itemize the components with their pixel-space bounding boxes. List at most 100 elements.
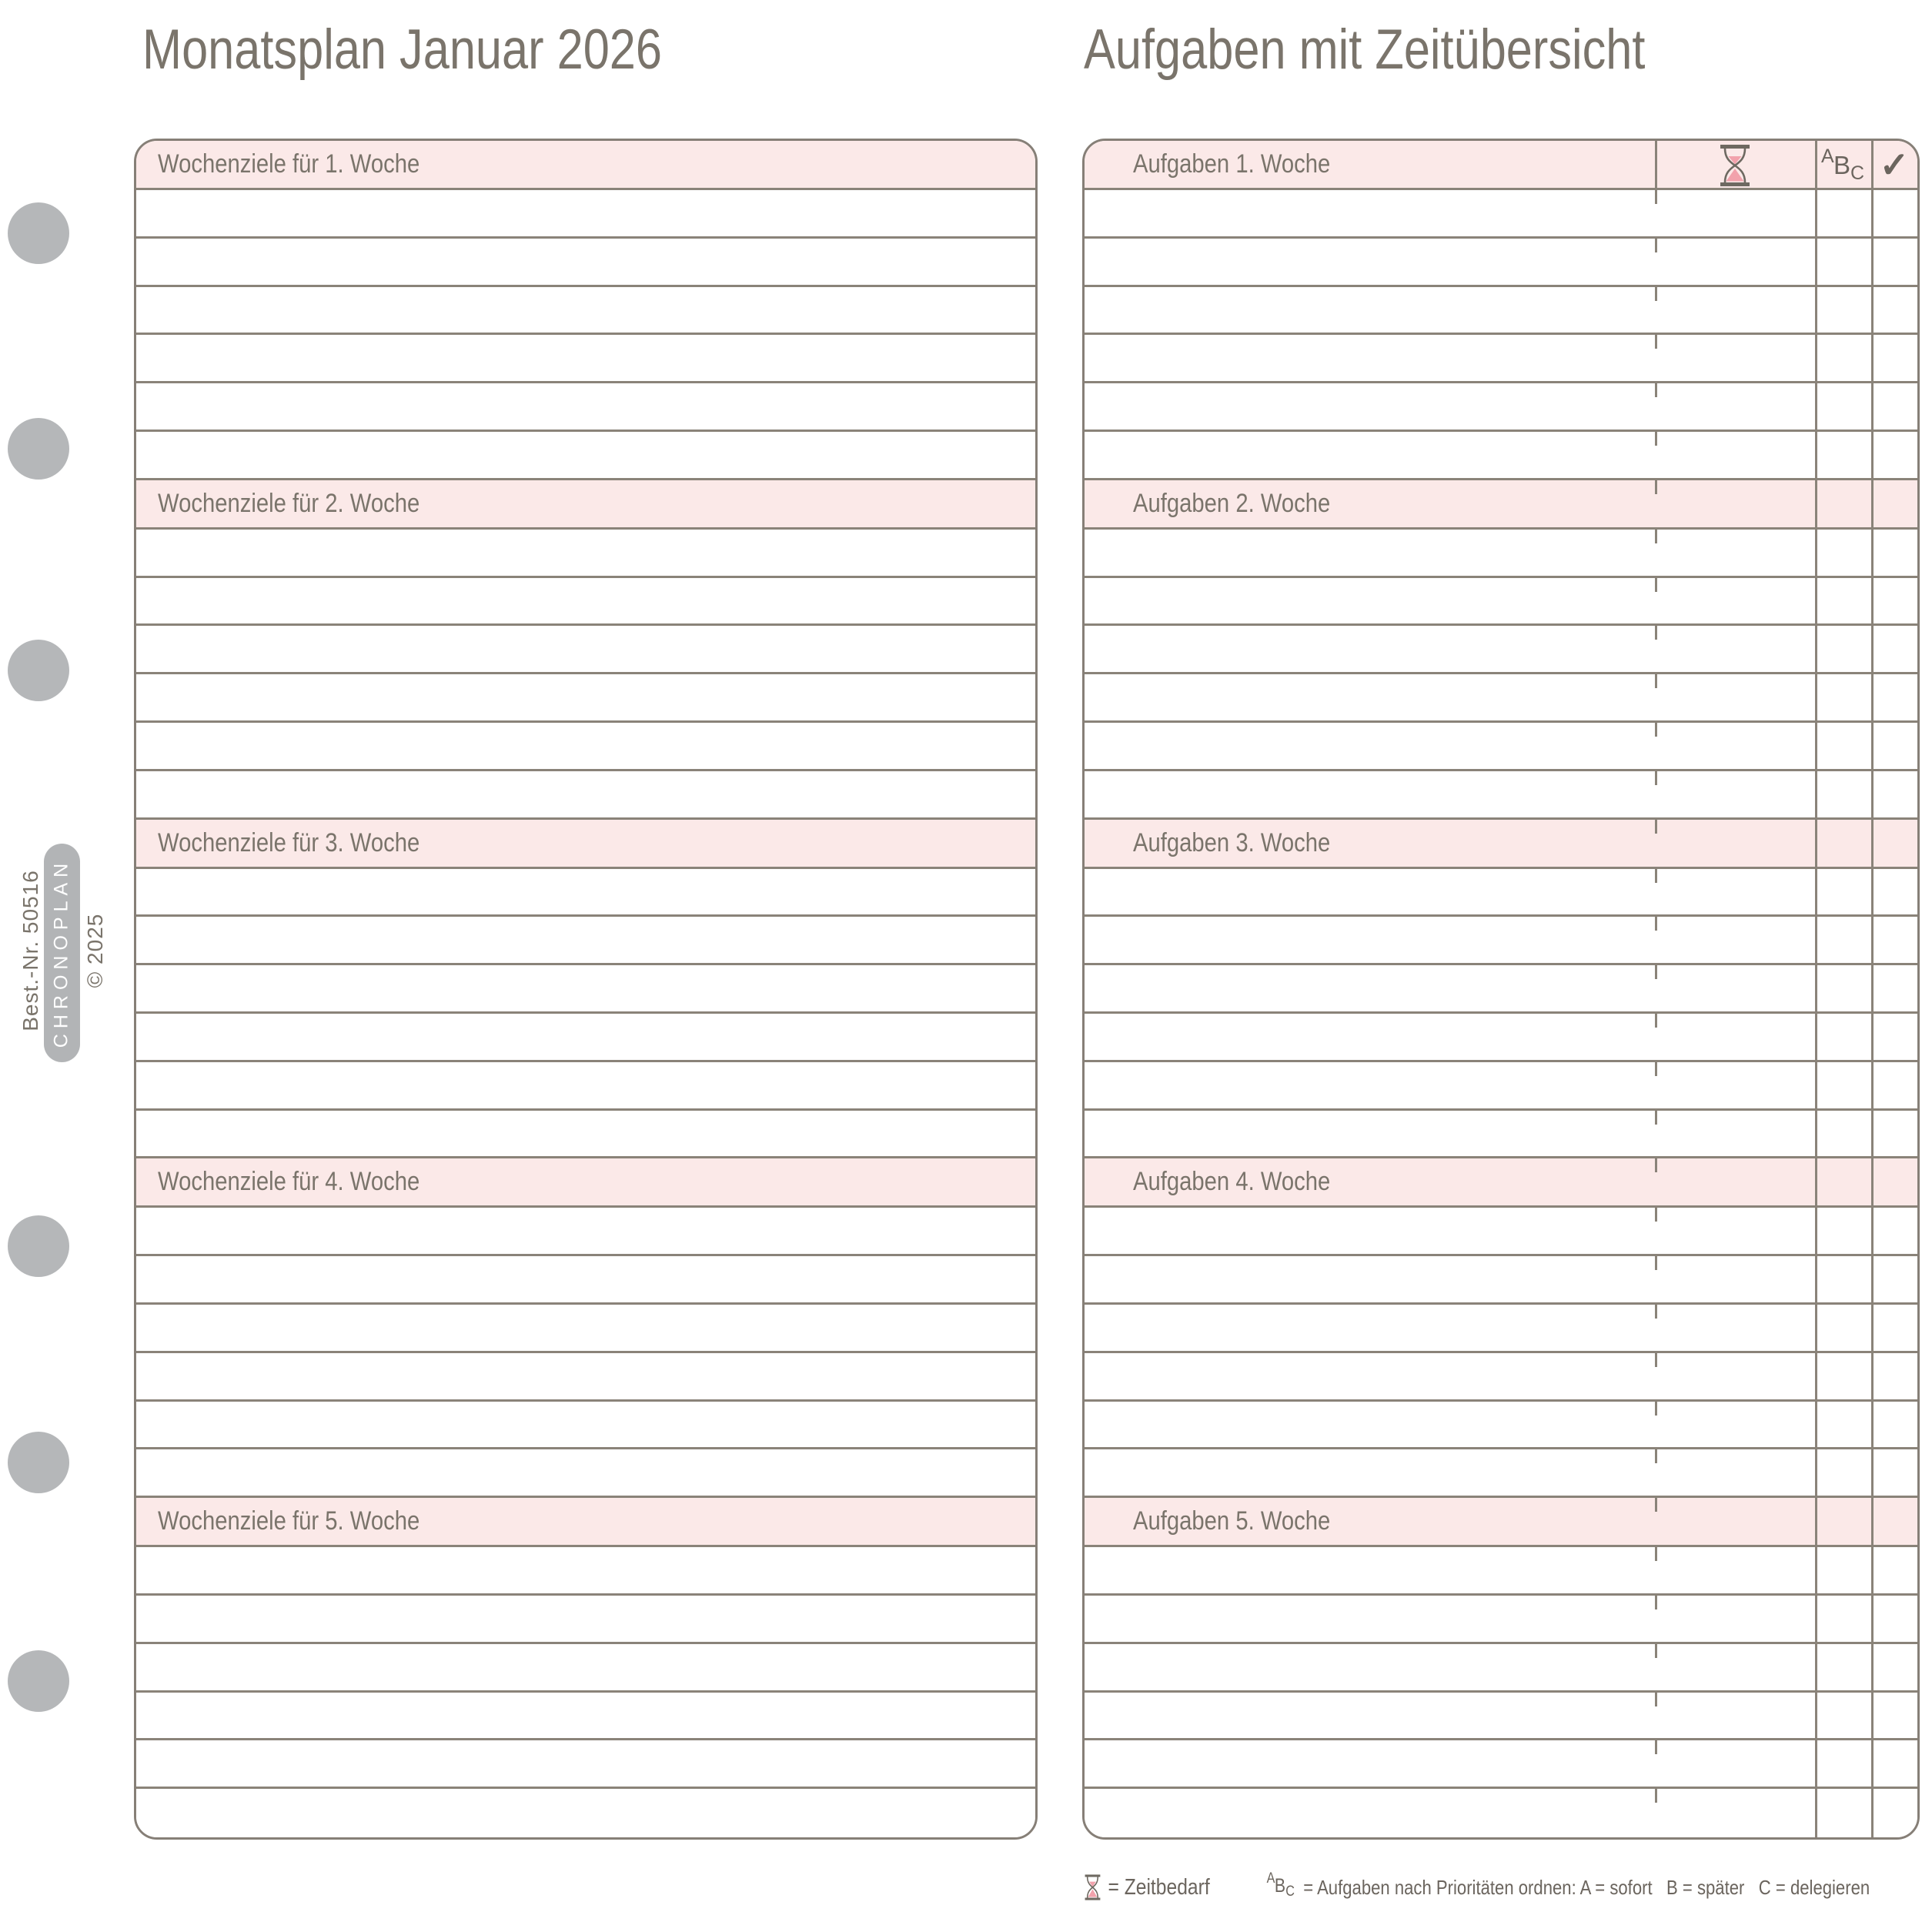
- binder-hole: [8, 1215, 69, 1277]
- task-row: [1085, 238, 1917, 287]
- goal-row: [136, 286, 1035, 336]
- tasks-header-label: Aufgaben 1. Woche: [1133, 149, 1331, 179]
- task-row: [1085, 1643, 1917, 1693]
- legend-time-label: = Zeitbedarf: [1108, 1874, 1210, 1900]
- task-row: [1085, 1547, 1917, 1596]
- task-row: [1085, 1256, 1917, 1305]
- task-row: [1085, 1692, 1917, 1741]
- goal-row: [136, 1013, 1035, 1062]
- goal-row: [136, 674, 1035, 723]
- task-row: [1085, 917, 1917, 966]
- page-title-left: Monatsplan Januar 2026: [142, 18, 663, 81]
- task-row: [1085, 529, 1917, 578]
- task-row: [1085, 1401, 1917, 1450]
- goal-row: [136, 335, 1035, 384]
- task-row: [1085, 383, 1917, 432]
- copyright: © 2025: [83, 913, 107, 988]
- goal-row: [136, 965, 1035, 1014]
- task-row: [1085, 1449, 1917, 1499]
- goal-row: [136, 1595, 1035, 1644]
- weekly-goals-panel: Wochenziele für 1. Woche Wochenziele für…: [134, 139, 1038, 1840]
- goal-row: [136, 626, 1035, 675]
- legend-priority-label: = Aufgaben nach Prioritäten ordnen: A = …: [1303, 1875, 1870, 1899]
- task-row: [1085, 1304, 1917, 1353]
- goal-row: [136, 1449, 1035, 1499]
- task-row: [1085, 1061, 1917, 1111]
- week-goals-header-label: Wochenziele für 2. Woche: [158, 488, 420, 518]
- goal-row: [136, 1110, 1035, 1159]
- task-row: [1085, 1352, 1917, 1402]
- hourglass-icon: [1720, 145, 1750, 186]
- task-row: [1085, 1740, 1917, 1790]
- task-row: [1085, 431, 1917, 480]
- goal-row: [136, 383, 1035, 432]
- task-row: [1085, 335, 1917, 384]
- task-row: [1085, 1789, 1917, 1837]
- tasks-header-label: Aufgaben 2. Woche: [1133, 488, 1331, 518]
- task-row: [1085, 1013, 1917, 1062]
- week-goals-header-label: Wochenziele für 5. Woche: [158, 1506, 420, 1536]
- week-goals-header-label: Wochenziele für 4. Woche: [158, 1167, 420, 1197]
- binder-hole: [8, 640, 69, 701]
- goal-row: [136, 1352, 1035, 1402]
- week-goals-header-label: Wochenziele für 3. Woche: [158, 827, 420, 857]
- task-row: [1085, 1110, 1917, 1159]
- week-goals-header: Wochenziele für 2. Woche: [136, 480, 1035, 530]
- week-goals-header-label: Wochenziele für 1. Woche: [158, 149, 420, 179]
- task-row: [1085, 770, 1917, 820]
- order-number: Best.-Nr. 50516: [18, 870, 42, 1031]
- goal-row: [136, 238, 1035, 287]
- task-row: [1085, 868, 1917, 918]
- goal-row: [136, 1061, 1035, 1111]
- check-icon: ✓: [1879, 144, 1910, 185]
- task-row: [1085, 674, 1917, 723]
- week-goals-header: Wochenziele für 3. Woche: [136, 819, 1035, 869]
- goal-row: [136, 577, 1035, 627]
- goal-row: [136, 190, 1035, 239]
- goal-row: [136, 431, 1035, 480]
- tasks-header-label: Aufgaben 3. Woche: [1133, 827, 1331, 857]
- goal-row: [136, 1256, 1035, 1305]
- goal-row: [136, 722, 1035, 771]
- hourglass-icon: [1085, 1874, 1101, 1900]
- week-goals-header: Wochenziele für 4. Woche: [136, 1158, 1035, 1208]
- goal-row: [136, 1643, 1035, 1693]
- goal-row: [136, 1547, 1035, 1596]
- week-goals-header: Wochenziele für 5. Woche: [136, 1498, 1035, 1548]
- goal-row: [136, 868, 1035, 918]
- tasks-header-label: Aufgaben 5. Woche: [1133, 1506, 1331, 1536]
- task-row: [1085, 1595, 1917, 1644]
- task-row: [1085, 722, 1917, 771]
- task-row: [1085, 965, 1917, 1014]
- week-goals-header: Wochenziele für 1. Woche: [136, 141, 1035, 190]
- task-row: [1085, 626, 1917, 675]
- goal-row: [136, 917, 1035, 966]
- task-row: [1085, 190, 1917, 239]
- tasks-header: Aufgaben 3. Woche: [1085, 819, 1917, 869]
- binder-hole: [8, 202, 69, 264]
- binder-hole: [8, 1432, 69, 1493]
- task-row: [1085, 577, 1917, 627]
- tasks-header: Aufgaben 4. Woche: [1085, 1158, 1917, 1208]
- task-row: [1085, 1208, 1917, 1257]
- goal-row: [136, 1208, 1035, 1257]
- tasks-header: Aufgaben 5. Woche: [1085, 1498, 1917, 1548]
- goal-row: [136, 1692, 1035, 1741]
- goal-row: [136, 1740, 1035, 1790]
- goal-row: [136, 770, 1035, 820]
- goal-row: [136, 1304, 1035, 1353]
- goal-row: [136, 1789, 1035, 1837]
- tasks-header: Aufgaben 2. Woche: [1085, 480, 1917, 530]
- brand-pill: [44, 844, 80, 1062]
- brand-label: CHRONOPLAN: [50, 857, 72, 1048]
- binder-hole: [8, 1650, 69, 1712]
- goal-row: [136, 529, 1035, 578]
- page-title-right: Aufgaben mit Zeitübersicht: [1084, 18, 1646, 81]
- task-row: [1085, 286, 1917, 336]
- binder-hole: [8, 418, 69, 480]
